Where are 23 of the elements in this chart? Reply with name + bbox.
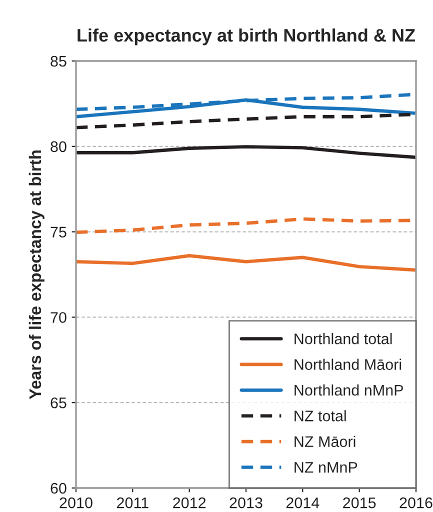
legend-label: NZ total: [294, 410, 346, 422]
legend-label: NZ Māori: [294, 436, 356, 448]
x-tick-label: 2010: [60, 497, 92, 508]
y-tick-label: 70: [50, 312, 66, 323]
legend-label: Northland nMnP: [294, 384, 403, 396]
x-tick-label: 2011: [117, 497, 148, 508]
x-tick-label: 2013: [230, 497, 262, 508]
y-axis-title: Years of life expectancy at birth: [28, 150, 44, 400]
x-tick-label: 2012: [173, 497, 206, 508]
x-tick-label: 2015: [343, 497, 376, 508]
chart-title: Life expectancy at birth Northland & NZ: [78, 28, 416, 46]
y-tick-label: 85: [50, 56, 66, 67]
y-tick-label: 60: [50, 482, 66, 494]
legend-label: Northland total: [294, 333, 392, 344]
line-series: [76, 254, 416, 272]
x-tick-label: 2014: [286, 497, 320, 508]
y-tick-label: 65: [50, 397, 66, 408]
legend-label: Northland Māori: [294, 358, 402, 370]
y-tick-label: 75: [50, 226, 66, 238]
legend-label: NZ nMnP: [294, 462, 358, 473]
y-tick-label: 80: [50, 141, 66, 152]
x-tick-label: 2016: [400, 497, 432, 508]
line-series: [76, 145, 416, 159]
